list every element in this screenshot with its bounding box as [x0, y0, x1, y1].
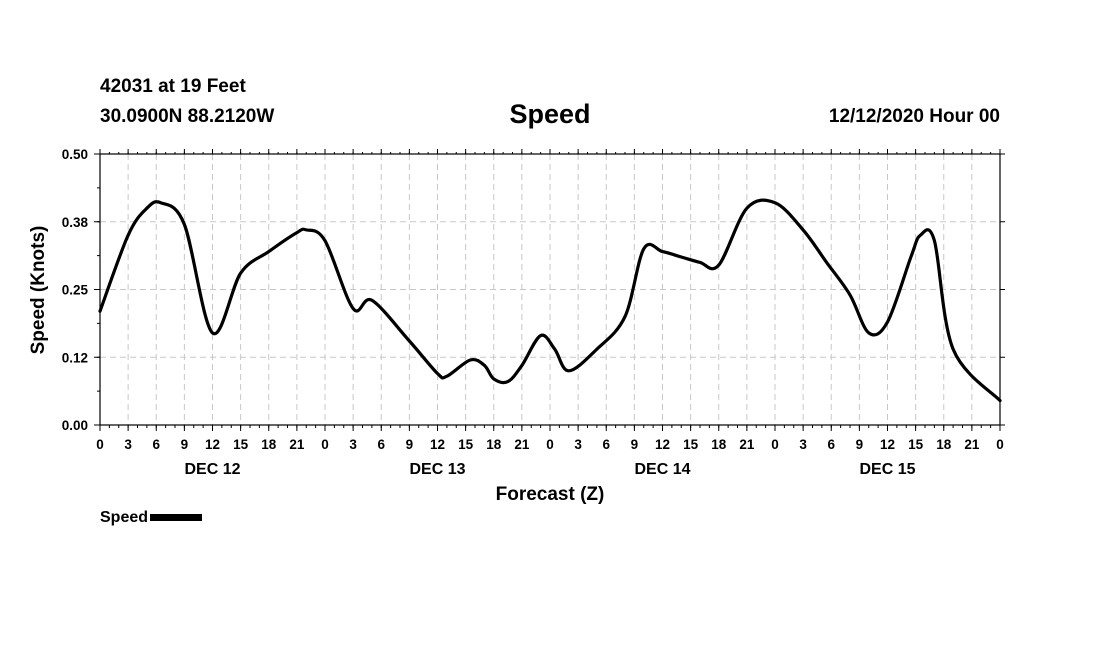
x-tick-label: 3 [799, 437, 807, 452]
x-tick-label: 18 [261, 437, 277, 452]
run-time-label: 12/12/2020 Hour 00 [828, 106, 1000, 127]
x-tick-label: 0 [546, 437, 554, 452]
x-tick-label: 9 [856, 437, 864, 452]
x-tick-label: 3 [574, 437, 582, 452]
x-tick-label: 12 [880, 437, 895, 452]
x-axis-label: Forecast (Z) [496, 484, 605, 505]
x-tick-label: 0 [771, 437, 779, 452]
series-line-speed [98, 198, 1002, 403]
x-tick-label: 15 [908, 437, 924, 452]
chart-title: Speed [509, 99, 591, 129]
day-label: DEC 12 [184, 461, 240, 478]
legend-swatch [150, 514, 203, 522]
y-tick-label: 0.50 [62, 147, 88, 162]
axes: 0 3 6 9 12 15 18 21 0 3 6 9 12 15 18 21 0 3 6 9 12 15 18 21 0 3 6 9… [62, 147, 1005, 478]
x-tick-label: 6 [602, 437, 610, 452]
x-tick-label: 12 [655, 437, 670, 452]
y-tick-label: 0.12 [62, 350, 88, 365]
x-tick-label: 21 [289, 437, 305, 452]
station-label: 42031 at 19 Feet [100, 76, 246, 97]
legend-label: Speed [100, 509, 149, 526]
x-tick-label: 6 [377, 437, 385, 452]
day-label: DEC 13 [409, 461, 465, 478]
plot-frame [99, 153, 1001, 426]
x-tick-label: 21 [739, 437, 755, 452]
legend: Speed [100, 509, 203, 527]
x-tick-label: 0 [321, 437, 329, 452]
y-tick-label: 0.00 [62, 418, 88, 433]
day-label: DEC 14 [634, 461, 690, 478]
x-tick-label: 6 [152, 437, 160, 452]
coordinates-label: 30.0900N 88.2120W [100, 106, 275, 127]
grid-lines [100, 154, 1000, 425]
y-axis-label: Speed (Knots) [28, 226, 49, 355]
x-tick-label: 9 [406, 437, 414, 452]
x-tick-label: 12 [205, 437, 220, 452]
x-tick-label: 21 [964, 437, 980, 452]
x-tick-label: 0 [996, 437, 1004, 452]
day-label: DEC 15 [859, 461, 915, 478]
x-tick-label: 18 [936, 437, 952, 452]
x-tick-label: 6 [827, 437, 835, 452]
x-tick-label: 3 [124, 437, 132, 452]
x-tick-label: 12 [430, 437, 445, 452]
x-tick-label: 18 [486, 437, 502, 452]
x-tick-label: 15 [233, 437, 249, 452]
x-tick-label: 0 [96, 437, 104, 452]
y-tick-label: 0.25 [62, 283, 89, 298]
series-layer [98, 198, 1002, 403]
x-tick-label: 9 [181, 437, 189, 452]
x-tick-label: 3 [349, 437, 357, 452]
x-tick-label: 9 [631, 437, 639, 452]
x-tick-label: 21 [514, 437, 530, 452]
x-tick-label: 15 [683, 437, 699, 452]
x-tick-label: 15 [458, 437, 474, 452]
y-tick-label: 0.38 [62, 215, 89, 230]
x-tick-label: 18 [711, 437, 727, 452]
